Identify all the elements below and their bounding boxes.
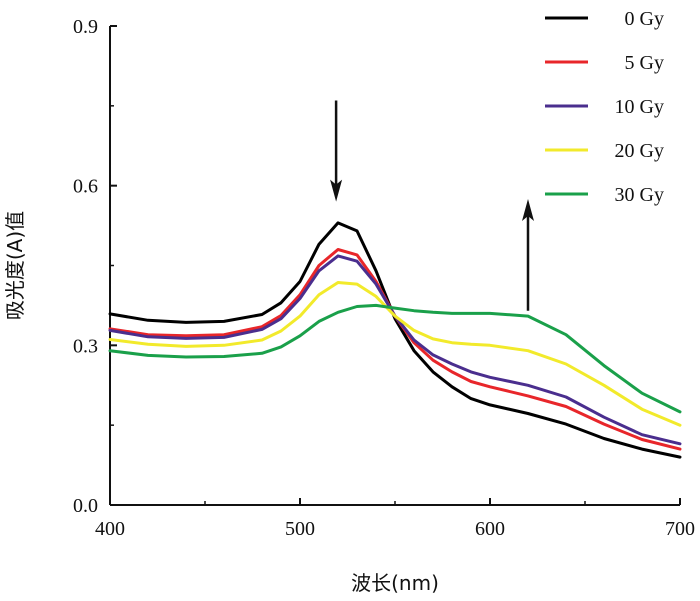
- x-axis-title: 波长(nm): [351, 571, 439, 595]
- x-tick-label: 500: [285, 518, 315, 540]
- y-tick-label: 0.6: [73, 176, 98, 198]
- y-tick-label: 0.0: [73, 495, 98, 517]
- axes: 400 500 600 700 0.0 0.3 0.6 0.9: [73, 16, 695, 540]
- y-axis-title: 吸光度(A)值: [3, 211, 27, 320]
- x-tick-label: 600: [475, 518, 505, 540]
- series-line-2: [108, 254, 682, 446]
- annotation-layer: [330, 100, 534, 311]
- series-line-1: [108, 248, 682, 451]
- y-tick-label: 0.9: [73, 16, 98, 38]
- series-line-0: [108, 221, 682, 459]
- legend: 0 Gy 5 Gy 10 Gy 20 Gy 30 Gy: [545, 8, 664, 206]
- x-tick-label: 400: [95, 518, 125, 540]
- series-line-3: [108, 281, 682, 427]
- arrow-up-head: [522, 198, 534, 221]
- series-line-4: [108, 303, 682, 414]
- legend-label-2: 10 Gy: [615, 96, 664, 118]
- y-tick-label: 0.3: [73, 335, 98, 357]
- series-layer: [108, 221, 682, 459]
- legend-label-1: 5 Gy: [625, 52, 664, 74]
- legend-label-3: 20 Gy: [615, 140, 664, 162]
- x-tick-label: 700: [665, 518, 695, 540]
- legend-label-4: 30 Gy: [615, 184, 664, 206]
- legend-label-0: 0 Gy: [625, 8, 664, 30]
- arrow-down-head: [330, 179, 343, 202]
